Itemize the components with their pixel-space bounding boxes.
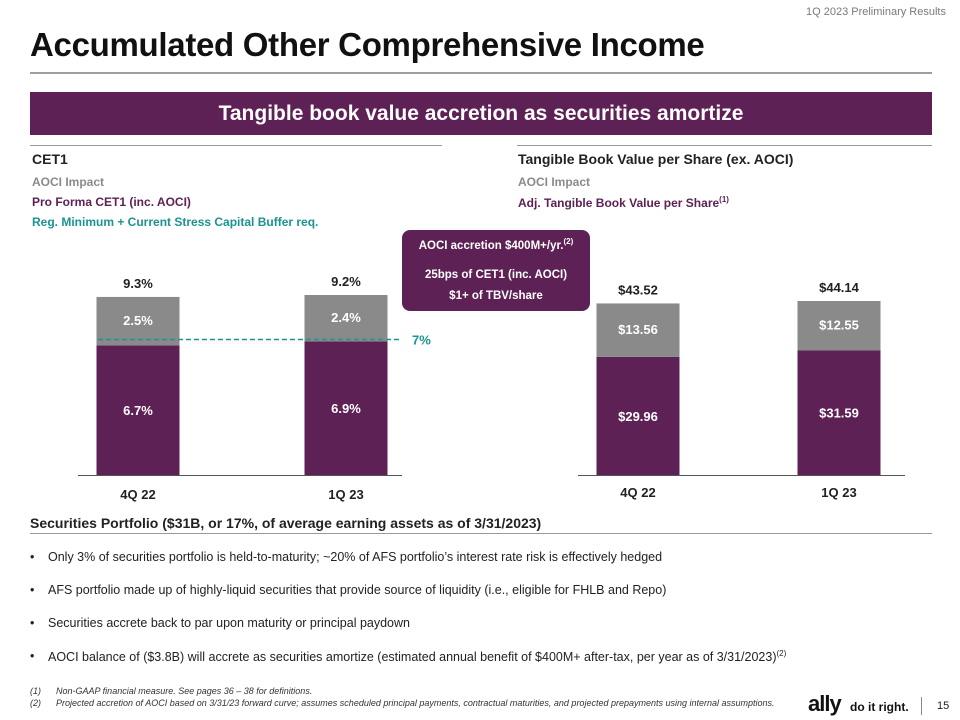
bullet-dot: •: [30, 649, 35, 663]
bar-segment-aoci: [596, 303, 680, 357]
bar-segment-base: [304, 341, 388, 475]
footnote-1-text: Non-GAAP financial measure. See pages 36…: [56, 686, 313, 696]
bar-total-label: 9.3%: [123, 276, 153, 291]
footnote-1-num: (1): [30, 686, 41, 696]
bar-value-label: 6.7%: [123, 403, 153, 418]
bar-value-label: 6.9%: [331, 401, 361, 416]
bar-value-label: $29.96: [618, 409, 658, 424]
cet1-legend-proforma: Pro Forma CET1 (inc. AOCI): [32, 195, 191, 209]
x-tick-label: 1Q 23: [821, 485, 856, 500]
bar-segment-base: [596, 356, 680, 475]
bullet-dot: •: [30, 616, 35, 630]
securities-bullets: • Only 3% of securities portfolio is held…: [30, 550, 930, 682]
x-tick-label: 4Q 22: [120, 487, 155, 502]
tbv-legend-adj: Adj. Tangible Book Value per Share(1): [518, 195, 729, 210]
footnote-2-text: Projected accretion of AOCI based on 3/3…: [56, 697, 775, 708]
bullet-text: AFS portfolio made up of highly-liquid s…: [48, 583, 667, 597]
cet1-legend-aoci: AOCI Impact: [32, 175, 105, 189]
bar-segment-base: [96, 345, 180, 475]
left-panel-rule: [30, 145, 442, 146]
bullet-dot: •: [30, 550, 35, 564]
footnote-2-num: (2): [30, 697, 41, 708]
callout-line3: $1+ of TBV/share: [449, 290, 543, 302]
bar-total-label: $44.14: [819, 280, 860, 295]
report-tag: 1Q 2023 Preliminary Results: [805, 6, 946, 18]
ally-logo: ally: [808, 691, 842, 716]
tbv-heading: Tangible Book Value per Share (ex. AOCI): [518, 151, 794, 167]
ally-tagline: do it right.: [850, 700, 909, 714]
bullet-text: AOCI balance of ($3.8B) will accrete as …: [48, 650, 777, 665]
bar-value-label: $12.55: [819, 318, 859, 333]
bar-total-label: 9.2%: [331, 274, 361, 289]
bullet-text: Only 3% of securities portfolio is held-…: [48, 550, 663, 564]
callout-line1-text: AOCI accretion $400M+/yr.: [418, 239, 564, 252]
securities-bullet: • AOCI balance of ($3.8B) will accrete as…: [30, 649, 930, 682]
right-panel-rule: [517, 145, 932, 146]
bar-total-label: $43.52: [618, 282, 658, 297]
securities-bullet: • Securities accrete back to par upon mat…: [30, 616, 930, 649]
subtitle-banner: Tangible book value accretion as securit…: [30, 92, 932, 135]
footnote-1: (1) Non-GAAP financial measure. See pages…: [30, 686, 775, 698]
tbv-legend-adj-note: (1): [719, 195, 729, 204]
reference-line-label: 7%: [412, 333, 431, 348]
securities-rule: [30, 533, 932, 534]
bar-segment-aoci: [96, 296, 180, 346]
aoci-callout: AOCI accretion $400M+/yr.(2) 25bps of CE…: [402, 230, 590, 311]
tbv-legend-adj-text: Adj. Tangible Book Value per Share: [518, 196, 720, 210]
callout-line2: 25bps of CET1 (inc. AOCI): [424, 269, 568, 281]
bar-value-label: 2.4%: [331, 310, 361, 325]
cet1-heading: CET1: [32, 151, 68, 167]
callout-line1-note: (2): [563, 237, 574, 246]
bullet-text: Securities accrete back to par upon matu…: [48, 616, 410, 630]
securities-heading: Securities Portfolio ($31B, or 17%, of a…: [30, 515, 542, 531]
tbv-legend-aoci: AOCI Impact: [518, 175, 591, 189]
footnote-2: (2) Projected accretion of AOCI based on …: [30, 698, 775, 710]
bar-segment-base: [797, 350, 881, 475]
cet1-legend-reg: Reg. Minimum + Current Stress Capital Bu…: [32, 215, 319, 229]
bar-value-label: 2.5%: [123, 313, 153, 328]
title-divider: [30, 72, 932, 74]
bullet-note: (2): [776, 649, 787, 658]
page-number: 15: [937, 700, 950, 712]
bar-segment-aoci: [304, 295, 388, 342]
bullet-dot: •: [30, 583, 35, 597]
securities-bullet: • AFS portfolio made up of highly-liquid …: [30, 583, 930, 616]
bar-value-label: $31.59: [819, 406, 859, 421]
securities-bullet: • Only 3% of securities portfolio is held…: [30, 550, 930, 583]
bar-value-label: $13.56: [618, 322, 658, 337]
footer-divider: [921, 697, 922, 715]
footnotes: (1) Non-GAAP financial measure. See pages…: [30, 686, 775, 709]
x-tick-label: 1Q 23: [328, 487, 363, 502]
x-tick-label: 4Q 22: [620, 485, 655, 500]
bar-segment-aoci: [797, 301, 881, 351]
page-title: Accumulated Other Comprehensive Income: [30, 26, 705, 63]
callout-line1: AOCI accretion $400M+/yr.(2): [402, 237, 590, 252]
